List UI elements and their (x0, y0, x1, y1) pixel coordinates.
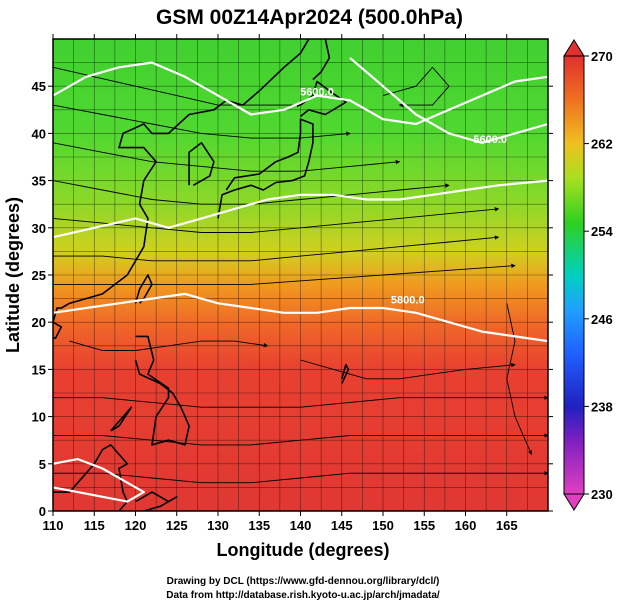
x-tick-label: 145 (331, 518, 353, 533)
height-contour (53, 292, 548, 343)
streamline (53, 470, 548, 484)
contour-label: 5800.0 (391, 294, 425, 306)
streamline (53, 66, 302, 108)
colorbar-tick-label: 254 (591, 224, 613, 239)
height-contour (53, 458, 145, 503)
colorbar-tick-label: 238 (591, 399, 613, 414)
coastline (110, 406, 133, 432)
height-contour (53, 179, 548, 239)
x-axis-label: Longitude (degrees) (216, 540, 389, 560)
y-tick-label: 0 (39, 504, 46, 519)
colorbar-ticks: 230 238 246 254 262 270 (584, 49, 613, 502)
x-tick-label: 160 (455, 518, 477, 533)
x-tick-label: 120 (125, 518, 147, 533)
x-tick-label: 110 (43, 518, 64, 533)
streamline (382, 66, 450, 108)
coastline (217, 118, 314, 219)
y-tick-label: 40 (32, 126, 46, 141)
streamline (53, 263, 516, 285)
y-tick-label: 5 (39, 457, 46, 472)
streamline (53, 395, 548, 408)
streamline (53, 235, 500, 262)
coastline (134, 335, 190, 446)
colorbar-top-cap (563, 39, 585, 57)
x-axis-ticks: 110 115 120 125 130 135 140 145 150 155 160 165 (43, 34, 518, 533)
x-tick-label: 135 (248, 518, 270, 533)
streamline (53, 142, 401, 172)
streamline (69, 340, 269, 351)
colorbar: 230 238 246 254 262 270 (563, 39, 613, 511)
height-contour (349, 57, 548, 144)
credit-data: Data from http://database.rish.kyoto-u.a… (166, 590, 440, 601)
colorbar-scale (563, 55, 585, 495)
streamline (53, 207, 500, 233)
colorbar-tick-label: 246 (591, 312, 613, 327)
height-contour (53, 61, 548, 126)
coastline (341, 363, 350, 384)
streamline (506, 303, 533, 456)
colorbar-tick-label: 230 (591, 487, 613, 502)
y-tick-label: 35 (32, 174, 46, 189)
credit-drawing: Drawing by DCL (https://www.gfd-dennou.o… (167, 576, 440, 587)
coastlines (53, 39, 350, 511)
plot-area: 5600.0 5600.0 5800.0 (52, 38, 549, 512)
y-tick-label: 10 (32, 410, 46, 425)
streamline (300, 359, 516, 380)
chart-title: GSM 00Z14Apr2024 (500.0hPa) (156, 6, 463, 29)
x-tick-label: 150 (372, 518, 394, 533)
coastline (53, 321, 63, 339)
coastline (53, 274, 128, 323)
x-tick-label: 140 (290, 518, 312, 533)
y-axis-ticks: 0 5 10 15 20 25 30 35 40 45 (32, 79, 553, 519)
height-contours: 5600.0 5600.0 5800.0 (53, 57, 548, 503)
y-tick-label: 20 (32, 315, 46, 330)
contour-label: 5600.0 (473, 134, 507, 146)
x-tick-label: 165 (496, 518, 518, 533)
coastline (135, 491, 178, 511)
colorbar-tick-label: 270 (591, 49, 613, 64)
y-axis-label: Latitude (degrees) (3, 197, 23, 353)
coastline (312, 39, 331, 81)
contour-label: 5600.0 (300, 87, 334, 99)
x-tick-label: 155 (413, 518, 435, 533)
y-tick-label: 30 (32, 221, 46, 236)
x-tick-label: 125 (166, 518, 188, 533)
coastline (53, 444, 129, 511)
x-tick-label: 115 (84, 518, 105, 533)
grid-lines (53, 39, 548, 511)
y-tick-label: 45 (32, 79, 46, 94)
colorbar-tick-label: 262 (591, 137, 613, 152)
coastline (188, 142, 215, 186)
y-tick-label: 25 (32, 268, 46, 283)
y-tick-label: 15 (32, 362, 46, 377)
streamline (53, 433, 548, 446)
coastline (118, 39, 310, 276)
colorbar-bottom-cap (563, 493, 585, 511)
x-tick-label: 130 (207, 518, 229, 533)
